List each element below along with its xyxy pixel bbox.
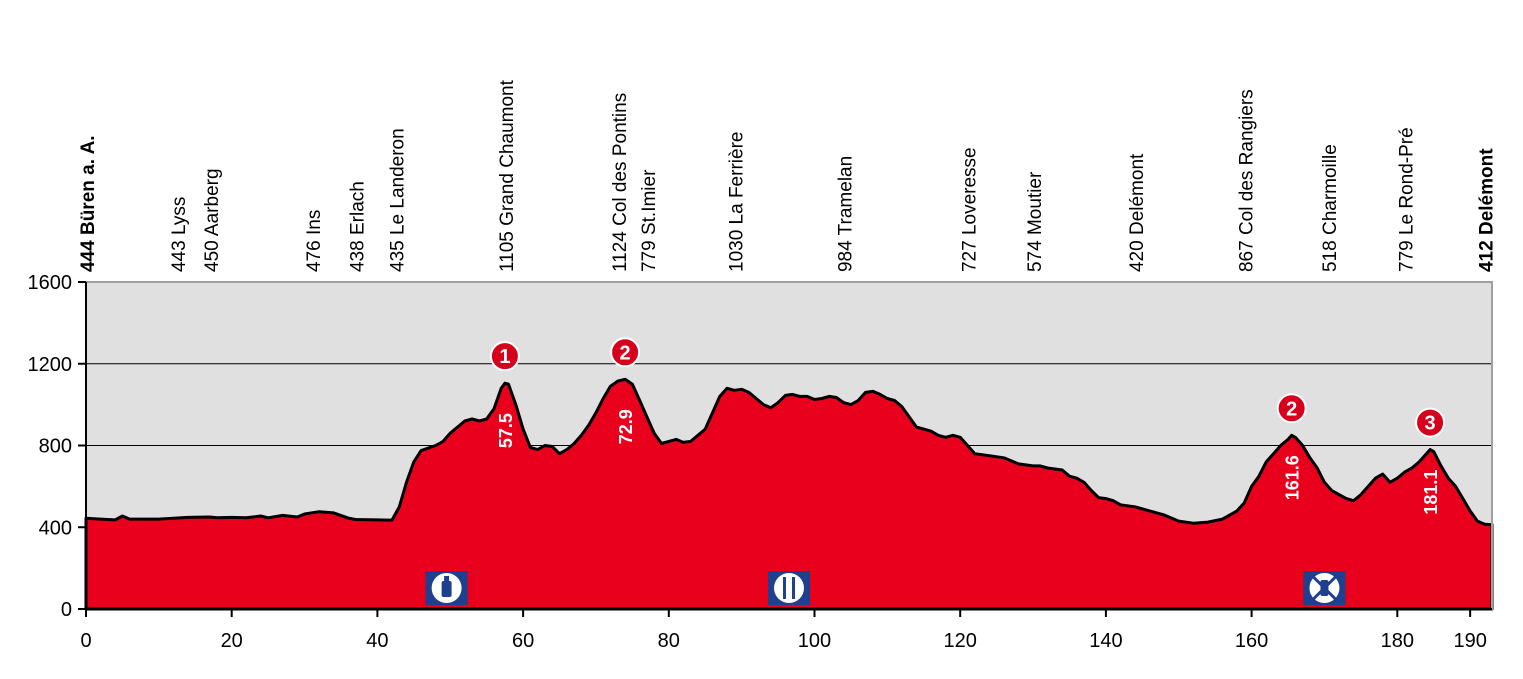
knife-shape	[792, 577, 795, 599]
place-label: 779 St.Imier	[639, 169, 660, 272]
place-label: 1105 Grand Chaumont	[497, 79, 518, 272]
climb-category-number: 1	[499, 346, 510, 368]
climb-marker: 272.9	[610, 337, 641, 444]
climb-km-label: 161.6	[1283, 455, 1303, 500]
x-tick-label: 40	[366, 630, 388, 652]
place-label: 779 Le Rond-Pré	[1397, 127, 1418, 272]
no-bottle-icon	[1303, 571, 1346, 605]
climb-category-badge	[1276, 393, 1307, 424]
place-label: 420 Delémont	[1127, 153, 1148, 272]
climb-marker: 2 161.6	[1276, 393, 1307, 500]
place-label: 574 Moutier	[1025, 171, 1046, 272]
x-tick-label: 120	[944, 630, 977, 652]
y-tick-label: 800	[39, 436, 72, 458]
place-label: 727 Loveresse	[959, 147, 980, 272]
x-tick-label: 160	[1235, 630, 1268, 652]
climb-category-badge	[610, 337, 641, 368]
place-label: 450 Aarberg	[202, 168, 223, 272]
x-tick-label: 180	[1381, 630, 1414, 652]
x-tick-label: 0	[80, 630, 91, 652]
fork-shape	[783, 577, 786, 599]
place-label: 435 Le Landeron	[388, 128, 409, 272]
place-label: 1030 La Ferrière	[726, 132, 747, 272]
place-labels: 444 Büren a. A. 443 Lyss 450 Aarberg 476 In…	[78, 79, 1498, 272]
climb-km-label: 72.9	[616, 409, 636, 444]
place-label: 476 Ins	[304, 210, 325, 272]
axes: 0 400 800 1200 1600 0 20 40 60 80 100 120 140 160 180 1…	[28, 272, 1492, 652]
icon-disc	[774, 573, 804, 603]
y-tick-label: 0	[61, 599, 72, 621]
climb-category-number: 2	[620, 342, 631, 364]
x-tick-label: 140	[1089, 630, 1122, 652]
place-label: 443 Lyss	[169, 197, 190, 272]
place-label: 867 Col des Rangiers	[1236, 89, 1257, 272]
place-label: 984 Tramelan	[836, 156, 857, 272]
service-icons	[425, 571, 1346, 605]
place-label: 518 Charmoille	[1320, 144, 1341, 272]
y-tick-label: 400	[39, 517, 72, 539]
x-tick-label: 100	[798, 630, 831, 652]
place-label: 412 Delémont	[1477, 148, 1498, 272]
bottle-cap	[444, 576, 450, 581]
bottle-shape	[441, 581, 452, 597]
food-zone-icon	[768, 571, 810, 605]
climb-km-label: 57.5	[496, 413, 516, 448]
bottle-feed-icon	[425, 571, 468, 605]
place-label: 1124 Col des Pontins	[610, 93, 631, 272]
place-label: 438 Erlach	[348, 181, 369, 272]
climb-marker: 3 181.1	[1415, 407, 1446, 515]
place-label: 444 Büren a. A.	[78, 135, 99, 272]
climb-category-number: 3	[1425, 413, 1436, 435]
y-tick-label: 1200	[28, 354, 73, 376]
x-tick-label: 20	[221, 630, 243, 652]
climb-category-number: 2	[1286, 398, 1297, 420]
x-tick-label: 190	[1453, 630, 1486, 652]
climb-category-badge	[489, 341, 520, 372]
x-tick-label: 80	[658, 630, 680, 652]
climb-marker: 157.5	[489, 341, 520, 448]
climb-km-label: 181.1	[1421, 470, 1441, 515]
y-tick-label: 1600	[28, 272, 73, 294]
cross-line	[1312, 575, 1337, 601]
x-tick-label: 60	[512, 630, 534, 652]
climb-category-badge	[1415, 407, 1446, 438]
elevation-area	[84, 377, 1494, 611]
